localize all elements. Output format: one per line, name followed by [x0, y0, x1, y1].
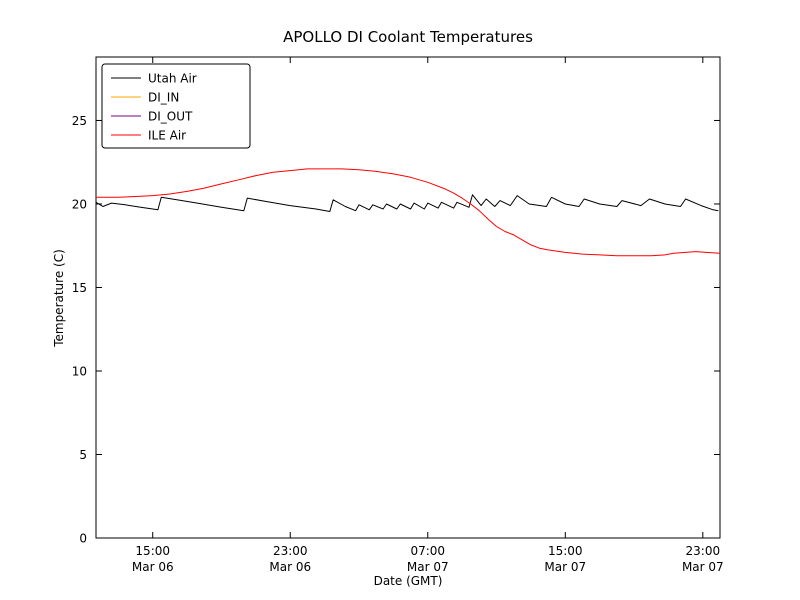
legend-label-di-in: DI_IN — [148, 91, 179, 105]
series-ile-air-line — [96, 168, 721, 257]
y-tick-label: 10 — [72, 364, 87, 378]
x-tick-label-date: Mar 06 — [132, 560, 174, 574]
legend-label-di-out: DI_OUT — [148, 110, 193, 124]
legend-label-ile-air: ILE Air — [148, 129, 186, 143]
x-tick-label-time: 15:00 — [548, 544, 583, 558]
y-tick-label: 20 — [72, 197, 87, 211]
y-tick-label: 25 — [72, 114, 87, 128]
x-tick-label-date: Mar 07 — [544, 560, 586, 574]
x-tick-label-date: Mar 06 — [269, 560, 311, 574]
x-tick-label-time: 15:00 — [135, 544, 170, 558]
legend-label-utah-air: Utah Air — [148, 72, 197, 86]
y-tick-label: 0 — [79, 532, 87, 546]
x-tick-label-time: 23:00 — [686, 544, 721, 558]
y-axis-label: Temperature (C) — [52, 249, 66, 348]
plot-frame — [95, 56, 721, 539]
series-utah-air-line — [95, 194, 719, 212]
x-tick-label-time: 07:00 — [410, 544, 445, 558]
x-axis-label: Date (GMT) — [374, 574, 443, 588]
x-tick-label-time: 23:00 — [273, 544, 308, 558]
legend-box — [101, 63, 251, 149]
y-tick-label: 15 — [72, 281, 87, 295]
x-tick-label-date: Mar 07 — [407, 560, 449, 574]
y-tick-label: 5 — [79, 448, 87, 462]
chart-title: APOLLO DI Coolant Temperatures — [283, 28, 533, 46]
legend: Utah Air DI_IN DI_OUT ILE Air — [101, 63, 251, 149]
x-tick-label-date: Mar 07 — [682, 560, 724, 574]
